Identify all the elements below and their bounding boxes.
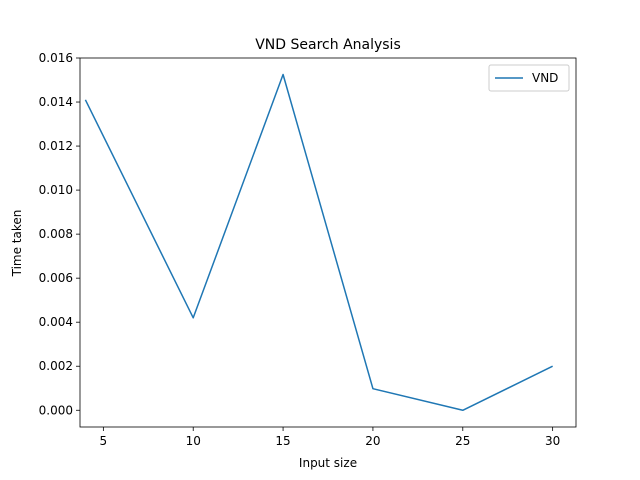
- y-axis-label: Time taken: [10, 210, 24, 278]
- legend-label: VND: [532, 71, 558, 85]
- y-tick-label: 0.012: [39, 139, 73, 153]
- legend-box: [488, 64, 570, 92]
- axes-frame: [79, 57, 577, 428]
- x-tick-label: 25: [455, 434, 470, 448]
- y-tick-label: 0.004: [39, 315, 73, 329]
- x-tick-label: 10: [186, 434, 201, 448]
- x-axis-label: Input size: [299, 456, 357, 470]
- y-tick-label: 0.008: [39, 227, 73, 241]
- chart-title: VND Search Analysis: [255, 37, 401, 53]
- series-line-0: [84, 73, 553, 412]
- x-tick-label: 30: [545, 434, 560, 448]
- x-tick-label: 15: [275, 434, 290, 448]
- x-tick-label: 20: [365, 434, 380, 448]
- y-tick-label: 0.016: [39, 51, 73, 65]
- y-tick-label: 0.010: [39, 183, 73, 197]
- x-tick-label: 5: [100, 434, 108, 448]
- y-tick-label: 0.006: [39, 271, 73, 285]
- y-tick-label: 0.000: [39, 403, 73, 417]
- y-tick-label: 0.014: [39, 95, 73, 109]
- y-tick-label: 0.002: [39, 359, 73, 373]
